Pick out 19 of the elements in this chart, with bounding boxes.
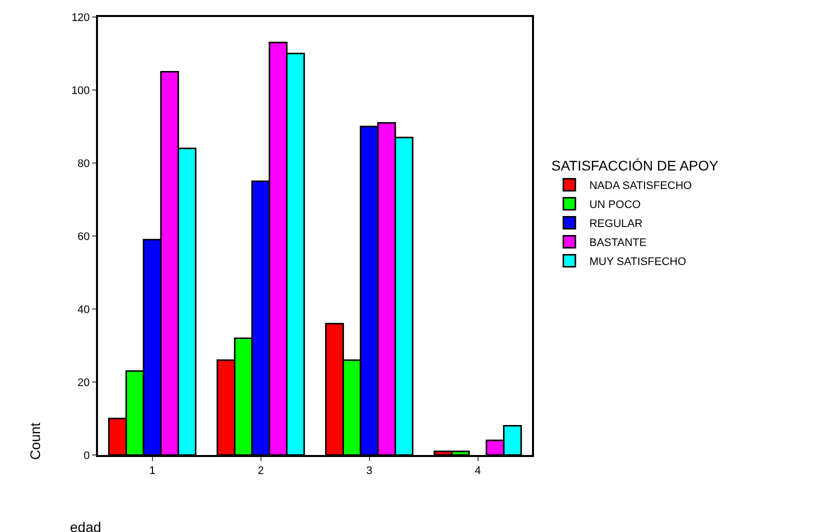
legend-label: UN POCO bbox=[589, 199, 642, 212]
x-axis-title: edad bbox=[70, 519, 102, 532]
y-tick-label: 60 bbox=[78, 230, 90, 243]
x-tick-label: 1 bbox=[149, 465, 156, 478]
legend-label: MUY SATISFECHO bbox=[589, 256, 687, 268]
x-tick-label: 4 bbox=[474, 465, 481, 478]
y-axis-title: Count bbox=[27, 422, 44, 460]
y-tick-label: 40 bbox=[78, 304, 90, 316]
legend-label: NADA SATISFECHO bbox=[589, 180, 692, 192]
y-tick-label: 80 bbox=[78, 158, 90, 170]
y-tick-label: 20 bbox=[78, 376, 90, 389]
x-tick-label: 3 bbox=[366, 465, 372, 478]
y-tick-label: 120 bbox=[71, 12, 90, 24]
y-tick-label: 100 bbox=[71, 84, 90, 97]
x-tick-label: 2 bbox=[258, 465, 264, 478]
legend-label: BASTANTE bbox=[589, 237, 647, 250]
legend-label: REGULAR bbox=[589, 218, 643, 230]
legend-title: SATISFACCIÓN DE APOY bbox=[551, 157, 720, 174]
y-tick-label: 0 bbox=[84, 450, 90, 462]
